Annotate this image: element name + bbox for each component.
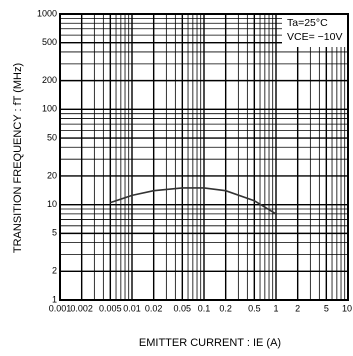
x-tick-label: 0.1 bbox=[198, 303, 211, 313]
line bbox=[110, 187, 277, 215]
y-tick-label: 1000 bbox=[37, 8, 57, 18]
y-tick-label: 200 bbox=[42, 75, 57, 85]
x-tick-label: 0.005 bbox=[99, 303, 122, 313]
y-tick-label: 100 bbox=[42, 104, 57, 114]
x-tick-label: 0.2 bbox=[219, 303, 232, 313]
x-tick-label: 0.01 bbox=[123, 303, 141, 313]
y-tick-label: 20 bbox=[47, 170, 57, 180]
x-tick-label: 0.001 bbox=[49, 303, 72, 313]
x-tick-label: 0.05 bbox=[174, 303, 192, 313]
y-tick-label: 5 bbox=[52, 228, 57, 238]
x-tick-label: 1 bbox=[273, 303, 278, 313]
x-tick-label: 0.002 bbox=[70, 303, 93, 313]
y-tick-label: 10 bbox=[47, 199, 57, 209]
y-tick-label: 50 bbox=[47, 132, 57, 142]
y-tick-label: 1 bbox=[52, 294, 57, 304]
y-tick-label: 500 bbox=[42, 37, 57, 47]
annotation: VCE= −10V bbox=[287, 31, 342, 43]
x-tick-label: 2 bbox=[295, 303, 300, 313]
x-tick-label: 0.02 bbox=[145, 303, 163, 313]
x-axis-label: EMITTER CURRENT : IE (A) bbox=[139, 337, 281, 349]
annotation-box bbox=[282, 15, 347, 47]
annotation: Ta=25°C bbox=[287, 17, 328, 29]
x-tick-label: 0.5 bbox=[248, 303, 261, 313]
x-tick-label: 10 bbox=[342, 303, 352, 313]
x-tick-label: 5 bbox=[324, 303, 329, 313]
y-axis-label: TRANSITION FREQUENCY : fT (MHz) bbox=[12, 63, 24, 253]
plot-frame bbox=[59, 13, 349, 301]
y-tick-label: 2 bbox=[52, 266, 57, 276]
